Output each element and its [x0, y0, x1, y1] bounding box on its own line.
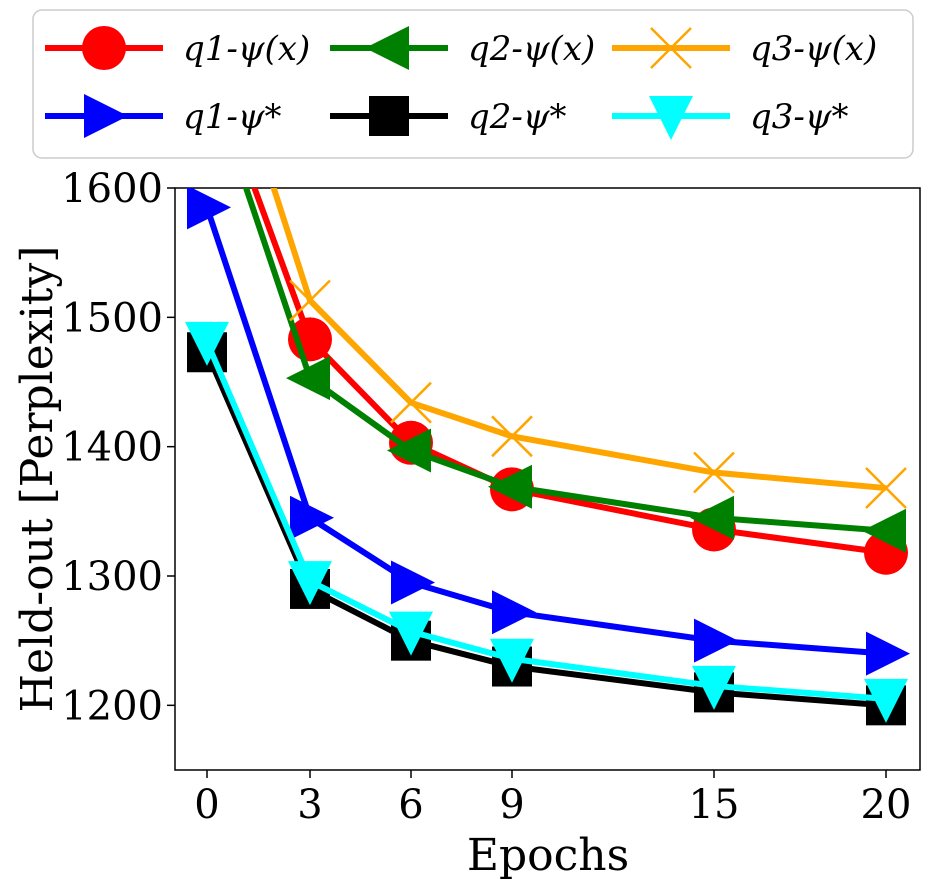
x-tick-label: 6 [398, 782, 423, 828]
series-3 [187, 188, 910, 676]
y-tick-label: 1400 [61, 425, 163, 471]
data-point [187, 0, 227, 1]
legend-label: q1-ψ(x) [183, 29, 310, 69]
data-point [864, 678, 908, 723]
data-point [389, 611, 433, 656]
data-point [862, 508, 906, 553]
legend: q1-ψ(x) q2-ψ(x) q3-ψ(x) q1-ψ* q2-ψ* q3-ψ* [32, 9, 914, 159]
data-point [286, 356, 330, 401]
data-point [290, 495, 334, 540]
legend-marker [365, 26, 409, 70]
legend-entry: q1-ψ(x) [45, 26, 310, 70]
legend-label: q3-ψ* [750, 97, 849, 137]
data-point [866, 631, 910, 676]
series-5 [185, 321, 908, 723]
y-tick-label: 1300 [61, 554, 163, 600]
legend-label: q3-ψ(x) [750, 29, 877, 69]
x-tick-label: 9 [499, 782, 524, 828]
legend-entry: q3-ψ(x) [612, 27, 877, 69]
series-line [204, 206, 887, 657]
legend-entry: q2-ψ(x) [330, 26, 595, 70]
data-point [289, 279, 331, 322]
data-point [390, 381, 432, 424]
data-point [288, 561, 332, 606]
x-tick-label: 3 [297, 782, 322, 828]
legend-entry: q1-ψ* [45, 94, 282, 138]
series-line [204, 351, 887, 709]
data-point [187, 188, 231, 230]
series-line [204, 340, 887, 702]
data-point [491, 415, 533, 458]
data-point [490, 638, 534, 683]
series-1 [242, 188, 906, 553]
data-point [488, 464, 532, 509]
x-tick-label: 15 [689, 782, 740, 828]
legend-marker [82, 26, 126, 70]
x-axis-title: Epochs [467, 830, 629, 881]
legend-label: q1-ψ* [183, 97, 282, 137]
series-line [270, 188, 887, 492]
data-point [694, 618, 738, 663]
legend-marker [650, 27, 692, 69]
series-line [242, 188, 887, 534]
y-axis-title: Held-out [Perplexity] [12, 246, 63, 713]
y-tick-label: 1600 [61, 166, 163, 212]
legend-marker [649, 96, 693, 140]
data-point [492, 590, 536, 635]
legend-marker [84, 94, 128, 138]
data-point [693, 451, 735, 494]
data-point [391, 560, 435, 605]
data-point [865, 467, 907, 509]
y-tick-label: 1200 [61, 683, 163, 729]
x-tick-label: 20 [861, 782, 912, 828]
data-point [185, 321, 229, 366]
legend-label: q2-ψ* [468, 97, 567, 137]
data-point [387, 428, 431, 473]
plot-area [174, 187, 921, 771]
legend-entry: q2-ψ* [330, 96, 567, 137]
legend-entry: q3-ψ* [612, 96, 849, 140]
legend-label: q2-ψ(x) [468, 29, 595, 69]
y-tick-label: 1500 [61, 295, 163, 341]
series-2 [187, 0, 907, 509]
x-tick-label: 0 [194, 782, 219, 828]
legend-marker [369, 96, 409, 136]
data-point [692, 665, 736, 710]
data-point [690, 495, 734, 540]
